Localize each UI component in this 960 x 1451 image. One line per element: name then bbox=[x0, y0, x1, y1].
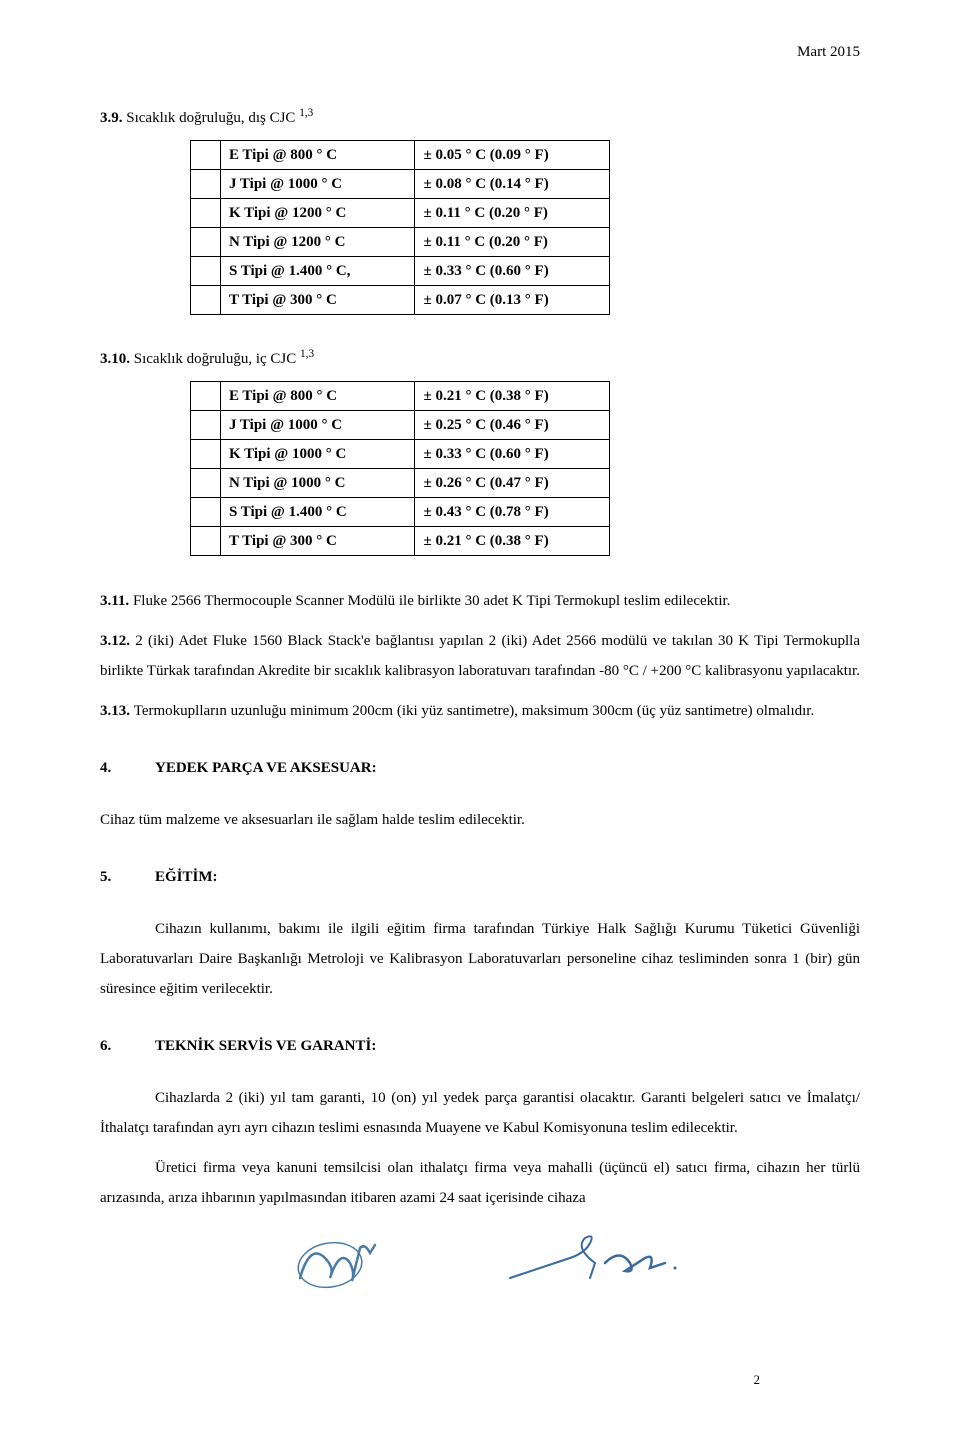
para-6b: Üretici firma veya kanuni temsilcisi ola… bbox=[100, 1153, 860, 1213]
heading-5: 5. EĞİTİM: bbox=[100, 865, 860, 889]
table-cell: ± 0.25 ° C (0.46 ° F) bbox=[415, 411, 610, 440]
table-row: T Tipi @ 300 ° C± 0.21 ° C (0.38 ° F) bbox=[191, 527, 610, 556]
para-312: 3.12. 2 (iki) Adet Fluke 1560 Black Stac… bbox=[100, 626, 860, 686]
heading-5-title: EĞİTİM: bbox=[155, 865, 860, 889]
table-cell: ± 0.43 ° C (0.78 ° F) bbox=[415, 498, 610, 527]
table-row: S Tipi @ 1.400 ° C,± 0.33 ° C (0.60 ° F) bbox=[191, 257, 610, 286]
table-cell: ± 0.33 ° C (0.60 ° F) bbox=[415, 440, 610, 469]
table-outer-cjc: E Tipi @ 800 ° C± 0.05 ° C (0.09 ° F)J T… bbox=[190, 140, 610, 315]
table-row: E Tipi @ 800 ° C± 0.21 ° C (0.38 ° F) bbox=[191, 382, 610, 411]
table-row: N Tipi @ 1200 ° C± 0.11 ° C (0.20 ° F) bbox=[191, 228, 610, 257]
table-cell-stub bbox=[191, 141, 221, 170]
table-inner-cjc: E Tipi @ 800 ° C± 0.21 ° C (0.38 ° F)J T… bbox=[190, 381, 610, 556]
table-cell: N Tipi @ 1000 ° C bbox=[220, 469, 415, 498]
table-cell-stub bbox=[191, 411, 221, 440]
table-cell-stub bbox=[191, 228, 221, 257]
table-cell: ± 0.08 ° C (0.14 ° F) bbox=[415, 170, 610, 199]
table-row: J Tipi @ 1000 ° C± 0.08 ° C (0.14 ° F) bbox=[191, 170, 610, 199]
para-311: 3.11. Fluke 2566 Thermocouple Scanner Mo… bbox=[100, 586, 860, 616]
table-cell: ± 0.07 ° C (0.13 ° F) bbox=[415, 286, 610, 315]
heading-6: 6. TEKNİK SERVİS VE GARANTİ: bbox=[100, 1034, 860, 1058]
section-39-text: Sıcaklık doğruluğu, dış CJC bbox=[126, 110, 299, 126]
table-row: T Tipi @ 300 ° C± 0.07 ° C (0.13 ° F) bbox=[191, 286, 610, 315]
table-cell: ± 0.11 ° C (0.20 ° F) bbox=[415, 228, 610, 257]
header-date: Mart 2015 bbox=[100, 40, 860, 64]
table-cell-stub bbox=[191, 469, 221, 498]
table-row: E Tipi @ 800 ° C± 0.05 ° C (0.09 ° F) bbox=[191, 141, 610, 170]
para-5: Cihazın kullanımı, bakımı ile ilgili eği… bbox=[100, 914, 860, 1004]
signature-2 bbox=[500, 1223, 680, 1293]
table-row: K Tipi @ 1200 ° C± 0.11 ° C (0.20 ° F) bbox=[191, 199, 610, 228]
heading-6-title: TEKNİK SERVİS VE GARANTİ: bbox=[155, 1034, 860, 1058]
section-310-heading: 3.10. Sıcaklık doğruluğu, iç CJC 1,3 bbox=[100, 345, 860, 371]
para-4: Cihaz tüm malzeme ve aksesuarları ile sa… bbox=[100, 805, 860, 835]
table-cell: ± 0.21 ° C (0.38 ° F) bbox=[415, 382, 610, 411]
para-313: 3.13. Termokuplların uzunluğu minimum 20… bbox=[100, 696, 860, 726]
table-cell: N Tipi @ 1200 ° C bbox=[220, 228, 415, 257]
signature-1 bbox=[280, 1223, 400, 1293]
heading-4-title: YEDEK PARÇA VE AKSESUAR: bbox=[155, 756, 860, 780]
table-cell: ± 0.21 ° C (0.38 ° F) bbox=[415, 527, 610, 556]
table-cell-stub bbox=[191, 199, 221, 228]
signatures-area bbox=[100, 1223, 860, 1293]
table-cell-stub bbox=[191, 257, 221, 286]
heading-6-number: 6. bbox=[100, 1034, 155, 1058]
section-310-number: 3.10. bbox=[100, 351, 130, 367]
heading-4-number: 4. bbox=[100, 756, 155, 780]
table-cell-stub bbox=[191, 170, 221, 199]
para-312-text: 2 (iki) Adet Fluke 1560 Black Stack'e ba… bbox=[100, 633, 860, 679]
table-cell-stub bbox=[191, 527, 221, 556]
table-cell: K Tipi @ 1200 ° C bbox=[220, 199, 415, 228]
heading-4: 4. YEDEK PARÇA VE AKSESUAR: bbox=[100, 756, 860, 780]
table-cell-stub bbox=[191, 498, 221, 527]
table-cell: T Tipi @ 300 ° C bbox=[220, 286, 415, 315]
section-39-sup: 1,3 bbox=[299, 107, 313, 119]
table-cell: T Tipi @ 300 ° C bbox=[220, 527, 415, 556]
table-row: N Tipi @ 1000 ° C± 0.26 ° C (0.47 ° F) bbox=[191, 469, 610, 498]
table-cell: K Tipi @ 1000 ° C bbox=[220, 440, 415, 469]
para-313-number: 3.13. bbox=[100, 703, 134, 719]
table-cell: E Tipi @ 800 ° C bbox=[220, 141, 415, 170]
para-313-text: Termokuplların uzunluğu minimum 200cm (i… bbox=[134, 703, 814, 719]
table-row: J Tipi @ 1000 ° C± 0.25 ° C (0.46 ° F) bbox=[191, 411, 610, 440]
section-39-heading: 3.9. Sıcaklık doğruluğu, dış CJC 1,3 bbox=[100, 104, 860, 130]
table-cell-stub bbox=[191, 382, 221, 411]
section-310-text: Sıcaklık doğruluğu, iç CJC bbox=[134, 351, 300, 367]
section-310-sup: 1,3 bbox=[300, 348, 314, 360]
para-311-number: 3.11. bbox=[100, 593, 133, 609]
section-39-number: 3.9. bbox=[100, 110, 123, 126]
table-cell: ± 0.05 ° C (0.09 ° F) bbox=[415, 141, 610, 170]
table-cell: S Tipi @ 1.400 ° C bbox=[220, 498, 415, 527]
table-cell: ± 0.26 ° C (0.47 ° F) bbox=[415, 469, 610, 498]
table-row: S Tipi @ 1.400 ° C± 0.43 ° C (0.78 ° F) bbox=[191, 498, 610, 527]
heading-5-number: 5. bbox=[100, 865, 155, 889]
table-row: K Tipi @ 1000 ° C± 0.33 ° C (0.60 ° F) bbox=[191, 440, 610, 469]
para-312-number: 3.12. bbox=[100, 633, 135, 649]
table-cell: J Tipi @ 1000 ° C bbox=[220, 411, 415, 440]
table-cell-stub bbox=[191, 286, 221, 315]
table-cell: E Tipi @ 800 ° C bbox=[220, 382, 415, 411]
table-cell: J Tipi @ 1000 ° C bbox=[220, 170, 415, 199]
table-cell-stub bbox=[191, 440, 221, 469]
table-cell: ± 0.11 ° C (0.20 ° F) bbox=[415, 199, 610, 228]
para-311-text: Fluke 2566 Thermocouple Scanner Modülü i… bbox=[133, 593, 730, 609]
table-cell: S Tipi @ 1.400 ° C, bbox=[220, 257, 415, 286]
para-6a: Cihazlarda 2 (iki) yıl tam garanti, 10 (… bbox=[100, 1083, 860, 1143]
table-cell: ± 0.33 ° C (0.60 ° F) bbox=[415, 257, 610, 286]
